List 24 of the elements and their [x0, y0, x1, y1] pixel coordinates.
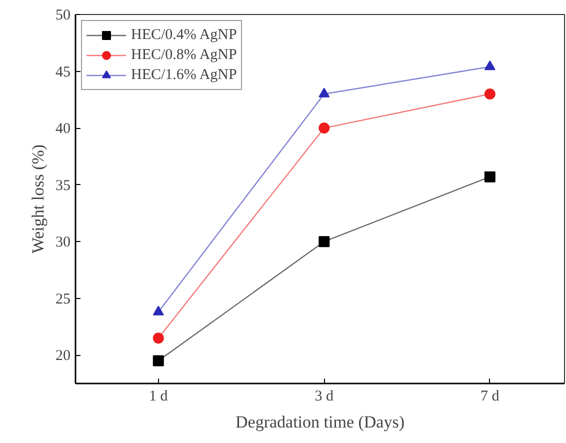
point	[152, 332, 164, 344]
point	[152, 306, 164, 316]
y-tick-label: 40	[56, 121, 70, 138]
point	[484, 60, 496, 70]
point	[484, 171, 496, 182]
point	[484, 88, 496, 100]
y-axis-title: Weight loss (%)	[28, 144, 48, 254]
y-tick-label: 30	[56, 234, 70, 251]
y-tick-label: 25	[56, 291, 70, 308]
y-tick-label: 50	[56, 8, 70, 24]
y-tick-label: 20	[56, 348, 70, 364]
x-tick-label: 3 d	[314, 388, 334, 404]
x-tick-label: 1 d	[149, 388, 168, 404]
y-tick-label: 45	[56, 64, 70, 80]
legend-label: HEC/0.8% AgNP	[131, 46, 237, 64]
x-axis-title: Degradation time (Days)	[236, 412, 404, 432]
y-tick-label: 35	[56, 178, 70, 194]
legend-label: HEC/0.4% AgNP	[131, 26, 237, 44]
x-tick-label: 7 d	[480, 388, 500, 404]
point	[318, 122, 330, 134]
point	[318, 236, 330, 248]
point	[318, 88, 330, 98]
legend-label: HEC/1.6% AgNP	[131, 66, 237, 84]
point	[152, 355, 164, 366]
